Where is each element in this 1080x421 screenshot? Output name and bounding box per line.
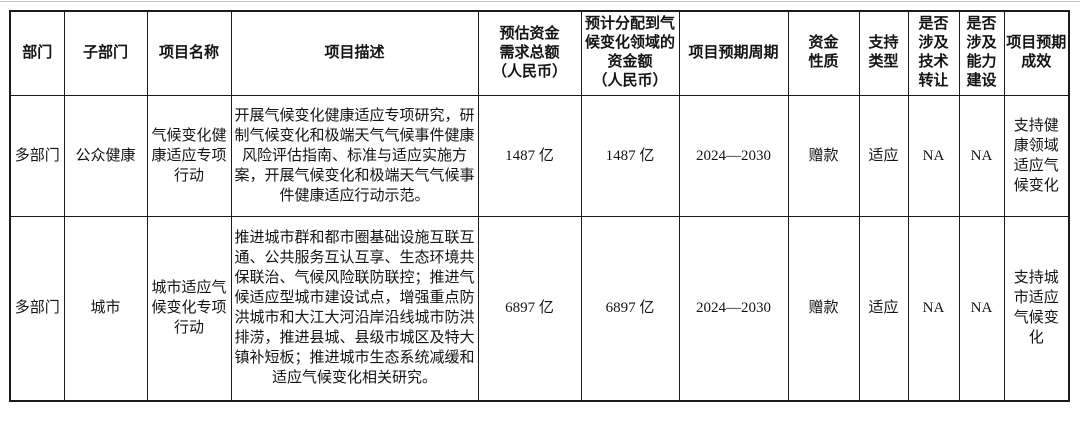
col-header-project-description: 项目描述 xyxy=(230,10,479,96)
col-header-project-name: 项目名称 xyxy=(146,10,232,96)
cell-period: 2024—2030 xyxy=(678,94,789,217)
col-header-department: 部门 xyxy=(9,10,65,96)
cell-expected-outcome: 支持健康领域适应气候变化 xyxy=(1003,94,1070,217)
cell-sub-department: 公众健康 xyxy=(63,94,148,217)
page-top-divider xyxy=(0,1,1080,2)
table-row: 多部门 城市 城市适应气候变化专项行动 推进城市群和都市圈基础设施互联互通、公共… xyxy=(9,215,1070,402)
cell-expected-outcome: 支持城市适应气候变化 xyxy=(1003,215,1070,402)
cell-department: 多部门 xyxy=(9,215,65,402)
col-header-support-type: 支持 类型 xyxy=(858,10,909,96)
col-header-funding-nature: 资金 性质 xyxy=(787,10,860,96)
cell-project-description: 推进城市群和都市圈基础设施互联互通、公共服务互认互享、生态环境共保联治、气候风险… xyxy=(230,215,479,402)
col-header-sub-department: 子部门 xyxy=(63,10,148,96)
col-header-capacity-building: 是否 涉及 能力 建设 xyxy=(958,10,1005,96)
cell-tech-transfer: NA xyxy=(907,215,960,402)
col-header-total-funding: 预估资金 需求总额 （人民币） xyxy=(477,10,582,96)
cell-period: 2024—2030 xyxy=(678,215,789,402)
cell-sub-department: 城市 xyxy=(63,215,148,402)
col-header-expected-outcome: 项目预期 成效 xyxy=(1003,10,1070,96)
cell-project-description: 开展气候变化健康适应专项研究，研制气候变化和极端天气气候事件健康风险评估指南、标… xyxy=(230,94,479,217)
col-header-period: 项目预期周期 xyxy=(678,10,789,96)
cell-support-type: 适应 xyxy=(858,215,909,402)
table-header-row: 部门 子部门 项目名称 项目描述 预估资金 需求总额 （人民币） 预计分配到气 … xyxy=(9,10,1070,96)
cell-support-type: 适应 xyxy=(858,94,909,217)
cell-funding-nature: 赠款 xyxy=(787,215,860,402)
cell-climate-funding: 6897 亿 xyxy=(580,215,680,402)
cell-project-name: 城市适应气候变化专项行动 xyxy=(146,215,232,402)
cell-capacity-building: NA xyxy=(958,215,1005,402)
table-row: 多部门 公众健康 气候变化健康适应专项行动 开展气候变化健康适应专项研究，研制气… xyxy=(9,94,1070,217)
cell-project-name: 气候变化健康适应专项行动 xyxy=(146,94,232,217)
cell-tech-transfer: NA xyxy=(907,94,960,217)
cell-funding-nature: 赠款 xyxy=(787,94,860,217)
cell-climate-funding: 1487 亿 xyxy=(580,94,680,217)
col-header-tech-transfer: 是否 涉及 技术 转让 xyxy=(907,10,960,96)
cell-department: 多部门 xyxy=(9,94,65,217)
cell-capacity-building: NA xyxy=(958,94,1005,217)
climate-projects-table: 部门 子部门 项目名称 项目描述 预估资金 需求总额 （人民币） 预计分配到气 … xyxy=(9,10,1070,402)
cell-total-funding: 1487 亿 xyxy=(477,94,582,217)
cell-total-funding: 6897 亿 xyxy=(477,215,582,402)
col-header-climate-funding: 预计分配到气 候变化领域的 资金额 （人民币） xyxy=(580,10,680,96)
